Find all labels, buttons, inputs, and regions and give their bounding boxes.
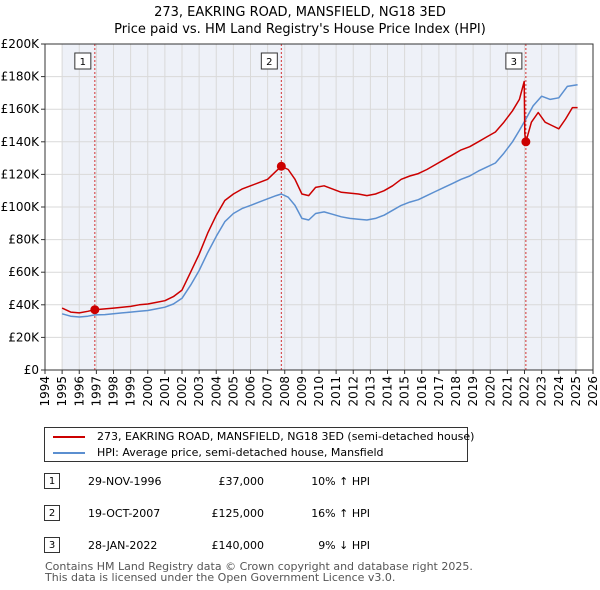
sale-label-box: [74, 52, 92, 70]
sale-label: 1: [80, 57, 86, 68]
x-tick-label: 2008: [278, 376, 292, 407]
sale-marker-badge: 3: [44, 537, 60, 553]
sale-date: 28-JAN-2022: [88, 539, 158, 552]
y-tick-label: £100K: [1, 200, 41, 214]
sale-hpi-change: 16% ↑ HPI: [311, 507, 370, 520]
x-tick-label: 2025: [569, 376, 583, 407]
footer-licence: This data is licensed under the Open Gov…: [45, 571, 396, 584]
x-tick-label: 2009: [295, 376, 309, 407]
x-tick-label: 1994: [38, 376, 52, 407]
sale-marker-badge: 1: [44, 473, 60, 489]
y-tick-label: £200K: [1, 37, 41, 51]
sale-point: [521, 137, 531, 147]
x-tick-label: 2016: [415, 376, 429, 407]
x-tick-label: 2011: [329, 376, 343, 407]
sale-date: 29-NOV-1996: [88, 475, 162, 488]
table-row: 1 29-NOV-1996 £37,000 10% ↑ HPI: [0, 472, 600, 492]
property-series-line: [61, 80, 578, 314]
x-tick-label: 1999: [124, 376, 138, 407]
x-tick-label: 1997: [89, 376, 103, 407]
chart-legend: 273, EAKRING ROAD, MANSFIELD, NG18 3ED (…: [44, 427, 474, 462]
y-tick-label: £80K: [8, 233, 40, 247]
sale-hpi-change: 10% ↑ HPI: [311, 475, 370, 488]
sale-date: 19-OCT-2007: [88, 507, 161, 520]
x-tick-label: 2012: [346, 376, 360, 407]
x-tick-label: 2024: [552, 376, 566, 407]
legend-swatch-hpi: [53, 452, 85, 454]
footer-copyright: Contains HM Land Registry data © Crown c…: [45, 560, 473, 573]
x-tick-label: 2023: [535, 376, 549, 407]
y-tick-label: £40K: [8, 298, 40, 312]
sale-price: £125,000: [211, 507, 265, 520]
price-chart: 1 2 3 £0 £20K £40K £60K £80K £100K £120K £140K £160…: [1, 37, 600, 407]
x-tick-label: 2014: [381, 376, 395, 407]
sale-price: £37,000: [218, 475, 265, 488]
y-tick-label: £160K: [1, 102, 41, 116]
sale-label-box: [505, 52, 523, 70]
y-tick-label: £60K: [8, 265, 40, 279]
chart-title: 273, EAKRING ROAD, MANSFIELD, NG18 3ED: [154, 5, 446, 20]
x-tick-label: 2005: [226, 376, 240, 407]
legend-label-hpi: HPI: Average price, semi-detached house,…: [97, 446, 384, 459]
x-tick-label: 2021: [500, 376, 514, 407]
sale-label: 2: [266, 57, 272, 68]
x-tick-label: 2000: [141, 376, 155, 407]
x-tick-label: 2010: [312, 376, 326, 407]
y-tick-label: £140K: [1, 135, 41, 149]
sale-label: 3: [511, 57, 517, 68]
sale-point: [276, 161, 286, 171]
table-row: 3 28-JAN-2022 £140,000 9% ↓ HPI: [0, 536, 600, 556]
y-tick-label: £0: [24, 363, 39, 377]
legend-label-property: 273, EAKRING ROAD, MANSFIELD, NG18 3ED (…: [97, 430, 475, 443]
x-tick-label: 2020: [483, 376, 497, 407]
x-tick-label: 1995: [55, 376, 69, 407]
chart-subtitle: Price paid vs. HM Land Registry's House …: [114, 22, 486, 37]
sale-hpi-change: 9% ↓ HPI: [318, 539, 370, 552]
x-tick-label: 2001: [158, 376, 172, 407]
sale-label-box: [260, 52, 278, 70]
x-tick-label: 1996: [72, 376, 86, 407]
x-tick-label: 2002: [175, 376, 189, 407]
y-tick-label: £180K: [1, 70, 41, 84]
x-tick-label: 2003: [192, 376, 206, 407]
sale-marker-badge: 2: [44, 505, 60, 521]
x-tick-label: 2018: [449, 376, 463, 407]
sale-point: [90, 305, 100, 315]
x-tick-label: 2019: [466, 376, 480, 407]
x-tick-label: 2017: [432, 376, 446, 407]
table-row: 2 19-OCT-2007 £125,000 16% ↑ HPI: [0, 504, 600, 524]
x-tick-label: 2004: [209, 376, 223, 407]
x-tick-label: 2022: [518, 376, 532, 407]
x-tick-label: 2006: [244, 376, 258, 407]
x-tick-label: 1998: [107, 376, 121, 407]
x-tick-label: 2026: [586, 376, 600, 407]
x-tick-label: 2007: [261, 376, 275, 407]
x-tick-label: 2013: [363, 376, 377, 407]
legend-swatch-property: [53, 436, 85, 438]
x-tick-label: 2015: [398, 376, 412, 407]
hpi-series-line: [61, 84, 578, 318]
y-tick-label: £20K: [8, 330, 40, 344]
y-tick-label: £120K: [1, 167, 41, 181]
sale-price: £140,000: [211, 539, 265, 552]
